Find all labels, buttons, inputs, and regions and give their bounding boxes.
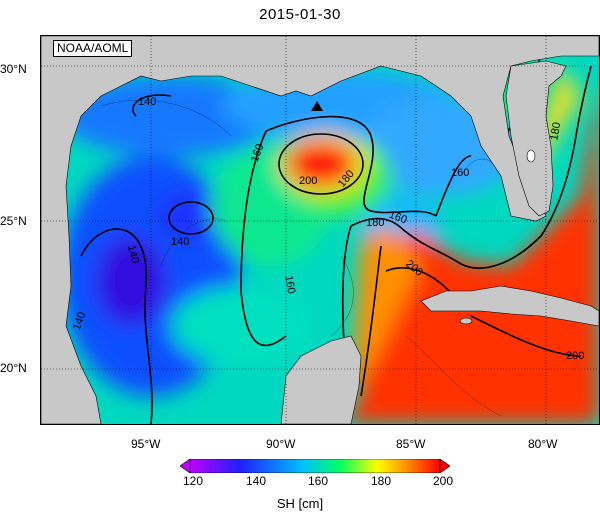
colorbar-tick-140: 140 [245, 474, 267, 488]
thin-contours [100, 99, 502, 417]
contour-label: 180 [548, 121, 563, 141]
contour-label: 180 [366, 217, 384, 229]
contour-label: 200 [299, 175, 317, 187]
contour-label: 160 [282, 275, 297, 295]
colorbar-units: SH [cm] [276, 496, 324, 511]
grid [41, 36, 599, 424]
contour-label: 140 [71, 310, 89, 331]
contour-label: 140 [138, 96, 156, 108]
contour-label: 140 [171, 236, 189, 248]
land [41, 36, 599, 424]
contour-label: 140 [125, 244, 141, 265]
triangle-marker [311, 101, 323, 111]
contour-label: 160 [387, 209, 408, 227]
lat-label-20: 20°N [0, 361, 27, 375]
colorbar [180, 459, 450, 473]
colorbar-tick-160: 160 [307, 474, 329, 488]
map-title: 2015-01-30 [259, 6, 341, 23]
lat-label-25: 25°N [0, 214, 27, 228]
lon-label-90: 90°W [266, 437, 296, 451]
colorbar-tick-200: 200 [432, 474, 454, 488]
map-canvas: 140 140 140 140 160 160 160 160 180 180 … [41, 36, 599, 424]
colorbar-tick-180: 180 [370, 474, 392, 488]
colorbar-tick-120: 120 [182, 474, 204, 488]
contour-label: 200 [566, 350, 584, 362]
credit-label: NOAA/AOML [53, 40, 133, 57]
lon-label-85: 85°W [396, 437, 426, 451]
lat-label-30: 30°N [0, 62, 27, 76]
lon-label-95: 95°W [131, 437, 161, 451]
contour-label: 160 [249, 142, 267, 163]
sea-height-map: 140 140 140 140 160 160 160 160 180 180 … [40, 35, 600, 425]
lon-label-80: 80°W [528, 437, 558, 451]
contour-label: 160 [451, 167, 469, 179]
